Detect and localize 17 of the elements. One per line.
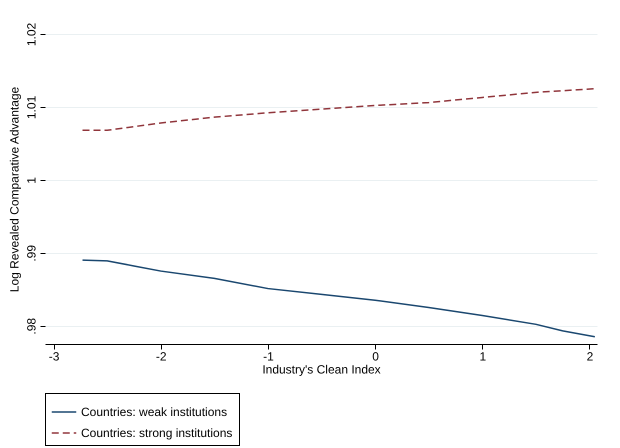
x-tick-label: 1 [479, 350, 486, 364]
y-tick-label: .99 [24, 244, 38, 262]
y-tick-label: .98 [24, 318, 38, 335]
x-tick-label: -2 [156, 350, 167, 364]
legend-label: Countries: weak institutions [81, 405, 228, 419]
x-tick-label: -3 [48, 350, 60, 364]
y-tick-label: 1 [24, 176, 38, 184]
x-tick-label: -1 [263, 350, 274, 364]
x-tick-label: 0 [372, 350, 380, 364]
x-axis-title: Industry's Clean Index [262, 362, 381, 376]
legend-label: Countries: strong institutions [81, 426, 232, 440]
line-series [82, 259, 596, 338]
y-tick-label: 1.01 [24, 95, 38, 120]
y-axis-title: Log Revealed Comparative Advantage [8, 86, 22, 292]
y-tick-label: 1.02 [24, 22, 38, 46]
line-series [82, 88, 596, 132]
x-tick-label: 2 [586, 350, 594, 364]
